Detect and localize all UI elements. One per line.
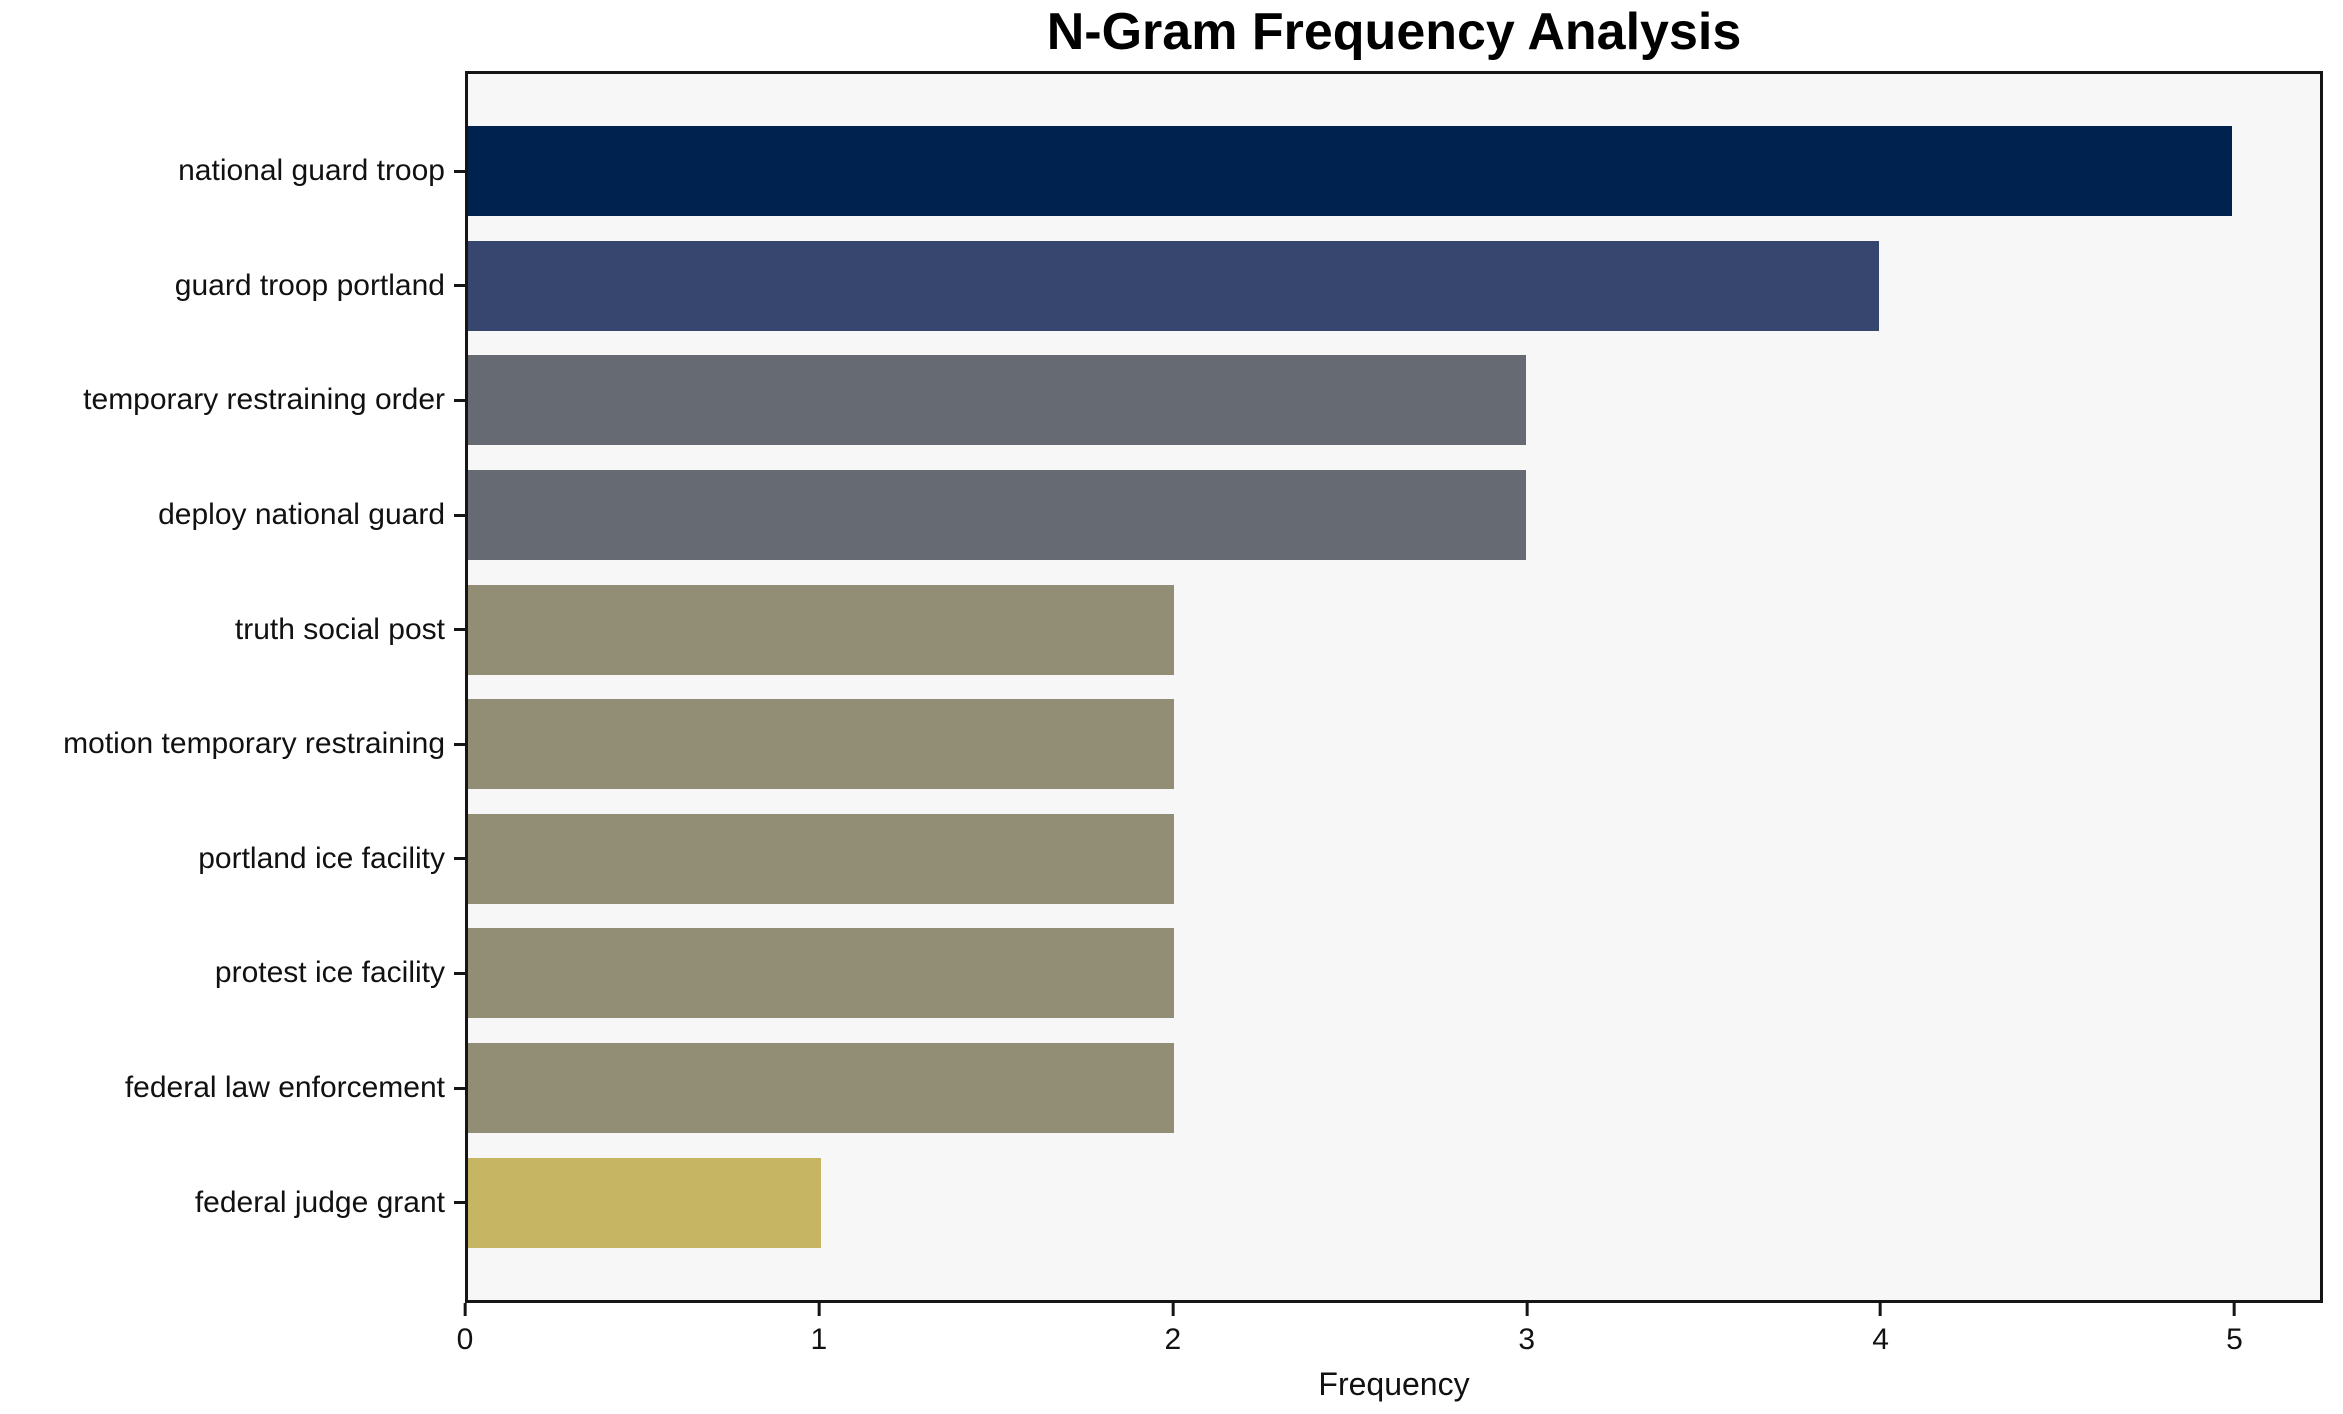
bar-row	[468, 687, 2320, 802]
x-tick: 5	[2226, 1303, 2243, 1357]
x-tick: 3	[1518, 1303, 1535, 1357]
bar-row	[468, 1145, 2320, 1260]
y-tick-label: temporary restraining order	[83, 383, 445, 417]
y-tick-mark	[454, 1086, 465, 1090]
x-tick-label: 2	[1164, 1323, 1182, 1356]
bar-row	[468, 916, 2320, 1031]
y-tick-mark	[454, 398, 465, 402]
bar-national-guard-troop	[468, 126, 2232, 217]
bar-row	[468, 458, 2320, 573]
y-tick-label: truth social post	[234, 612, 445, 646]
bar-temporary-restraining-order	[468, 355, 1527, 446]
y-tick-label: motion temporary restraining	[63, 727, 445, 761]
bar-row	[468, 1031, 2320, 1146]
y-tick-row: motion temporary restraining	[0, 687, 465, 802]
x-tick-mark	[2233, 1303, 2237, 1316]
x-tick-label: 0	[456, 1323, 474, 1356]
x-tick-mark	[1525, 1303, 1529, 1316]
y-axis: national guard troop guard troop portland…	[0, 74, 465, 1300]
y-tick-row: portland ice facility	[0, 802, 465, 917]
bar-protest-ice-facility	[468, 928, 1174, 1019]
bar-truth-social-post	[468, 584, 1174, 675]
bar-motion-temporary-restraining	[468, 699, 1174, 790]
y-tick-mark	[454, 742, 465, 746]
y-tick-row: truth social post	[0, 572, 465, 687]
y-tick-label: national guard troop	[178, 154, 445, 188]
y-tick-mark	[454, 284, 465, 288]
x-tick-label: 3	[1518, 1323, 1536, 1356]
y-tick-row: guard troop portland	[0, 229, 465, 344]
x-tick-mark	[1171, 1303, 1175, 1316]
y-tick-row: federal law enforcement	[0, 1031, 465, 1146]
y-tick-row: deploy national guard	[0, 458, 465, 573]
x-axis: 0 1 2 3 4 5	[457, 1303, 2323, 1365]
x-tick: 2	[1164, 1303, 1181, 1357]
bar-row	[468, 343, 2320, 458]
bar-deploy-national-guard	[468, 470, 1527, 561]
x-tick: 0	[456, 1303, 474, 1357]
bar-federal-law-enforcement	[468, 1043, 1174, 1134]
bar-federal-judge-grant	[468, 1157, 821, 1248]
y-tick-mark	[454, 513, 465, 517]
chart-title: N-Gram Frequency Analysis	[1046, 3, 1742, 61]
y-tick-mark	[454, 857, 465, 861]
bar-row	[468, 802, 2320, 917]
y-tick-label: federal law enforcement	[124, 1071, 445, 1105]
x-tick-label: 4	[1872, 1323, 1889, 1356]
x-tick-label: 1	[810, 1323, 828, 1356]
y-tick-label: deploy national guard	[158, 498, 445, 532]
y-tick-mark	[454, 971, 465, 975]
y-tick-label: protest ice facility	[214, 956, 445, 990]
x-tick: 4	[1872, 1303, 1889, 1357]
x-tick: 1	[810, 1303, 828, 1357]
bar-portland-ice-facility	[468, 813, 1174, 904]
y-tick-mark	[454, 169, 465, 173]
bar-row	[468, 572, 2320, 687]
bar-row	[468, 114, 2320, 229]
x-tick-mark	[1879, 1303, 1883, 1316]
x-axis-title: Frequency	[1318, 1366, 1470, 1402]
x-tick-mark	[817, 1303, 821, 1316]
y-tick-label: guard troop portland	[174, 268, 445, 302]
y-tick-label: federal judge grant	[194, 1185, 445, 1219]
y-tick-row: national guard troop	[0, 114, 465, 229]
y-tick-label: portland ice facility	[198, 841, 445, 875]
y-tick-row: protest ice facility	[0, 916, 465, 1031]
y-tick-row: temporary restraining order	[0, 343, 465, 458]
y-tick-row: federal judge grant	[0, 1145, 465, 1260]
x-tick-label: 5	[2226, 1323, 2243, 1356]
y-tick-mark	[454, 1201, 465, 1205]
bar-row	[468, 229, 2320, 344]
bar-guard-troop-portland	[468, 240, 1880, 331]
plot-area	[465, 71, 2323, 1303]
y-tick-mark	[454, 628, 465, 632]
x-tick-mark	[463, 1303, 467, 1316]
bars-container	[468, 74, 2320, 1300]
